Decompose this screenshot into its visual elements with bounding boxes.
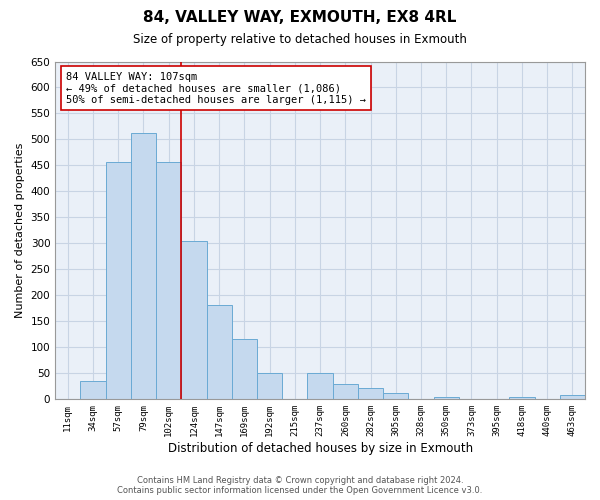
Bar — [383, 392, 409, 400]
Bar — [156, 162, 181, 400]
Bar — [106, 162, 131, 400]
Bar — [206, 306, 232, 400]
Bar — [560, 395, 585, 400]
Bar — [358, 388, 383, 400]
Bar — [434, 396, 459, 400]
Text: Contains HM Land Registry data © Crown copyright and database right 2024.
Contai: Contains HM Land Registry data © Crown c… — [118, 476, 482, 495]
Bar — [332, 384, 358, 400]
Text: Size of property relative to detached houses in Exmouth: Size of property relative to detached ho… — [133, 32, 467, 46]
Bar — [181, 241, 206, 400]
Bar — [257, 374, 282, 400]
Bar — [307, 374, 332, 400]
Bar — [131, 132, 156, 400]
Bar — [80, 381, 106, 400]
Text: 84 VALLEY WAY: 107sqm
← 49% of detached houses are smaller (1,086)
50% of semi-d: 84 VALLEY WAY: 107sqm ← 49% of detached … — [66, 72, 366, 105]
Y-axis label: Number of detached properties: Number of detached properties — [15, 142, 25, 318]
Bar — [509, 396, 535, 400]
Bar — [232, 338, 257, 400]
X-axis label: Distribution of detached houses by size in Exmouth: Distribution of detached houses by size … — [167, 442, 473, 455]
Text: 84, VALLEY WAY, EXMOUTH, EX8 4RL: 84, VALLEY WAY, EXMOUTH, EX8 4RL — [143, 10, 457, 25]
